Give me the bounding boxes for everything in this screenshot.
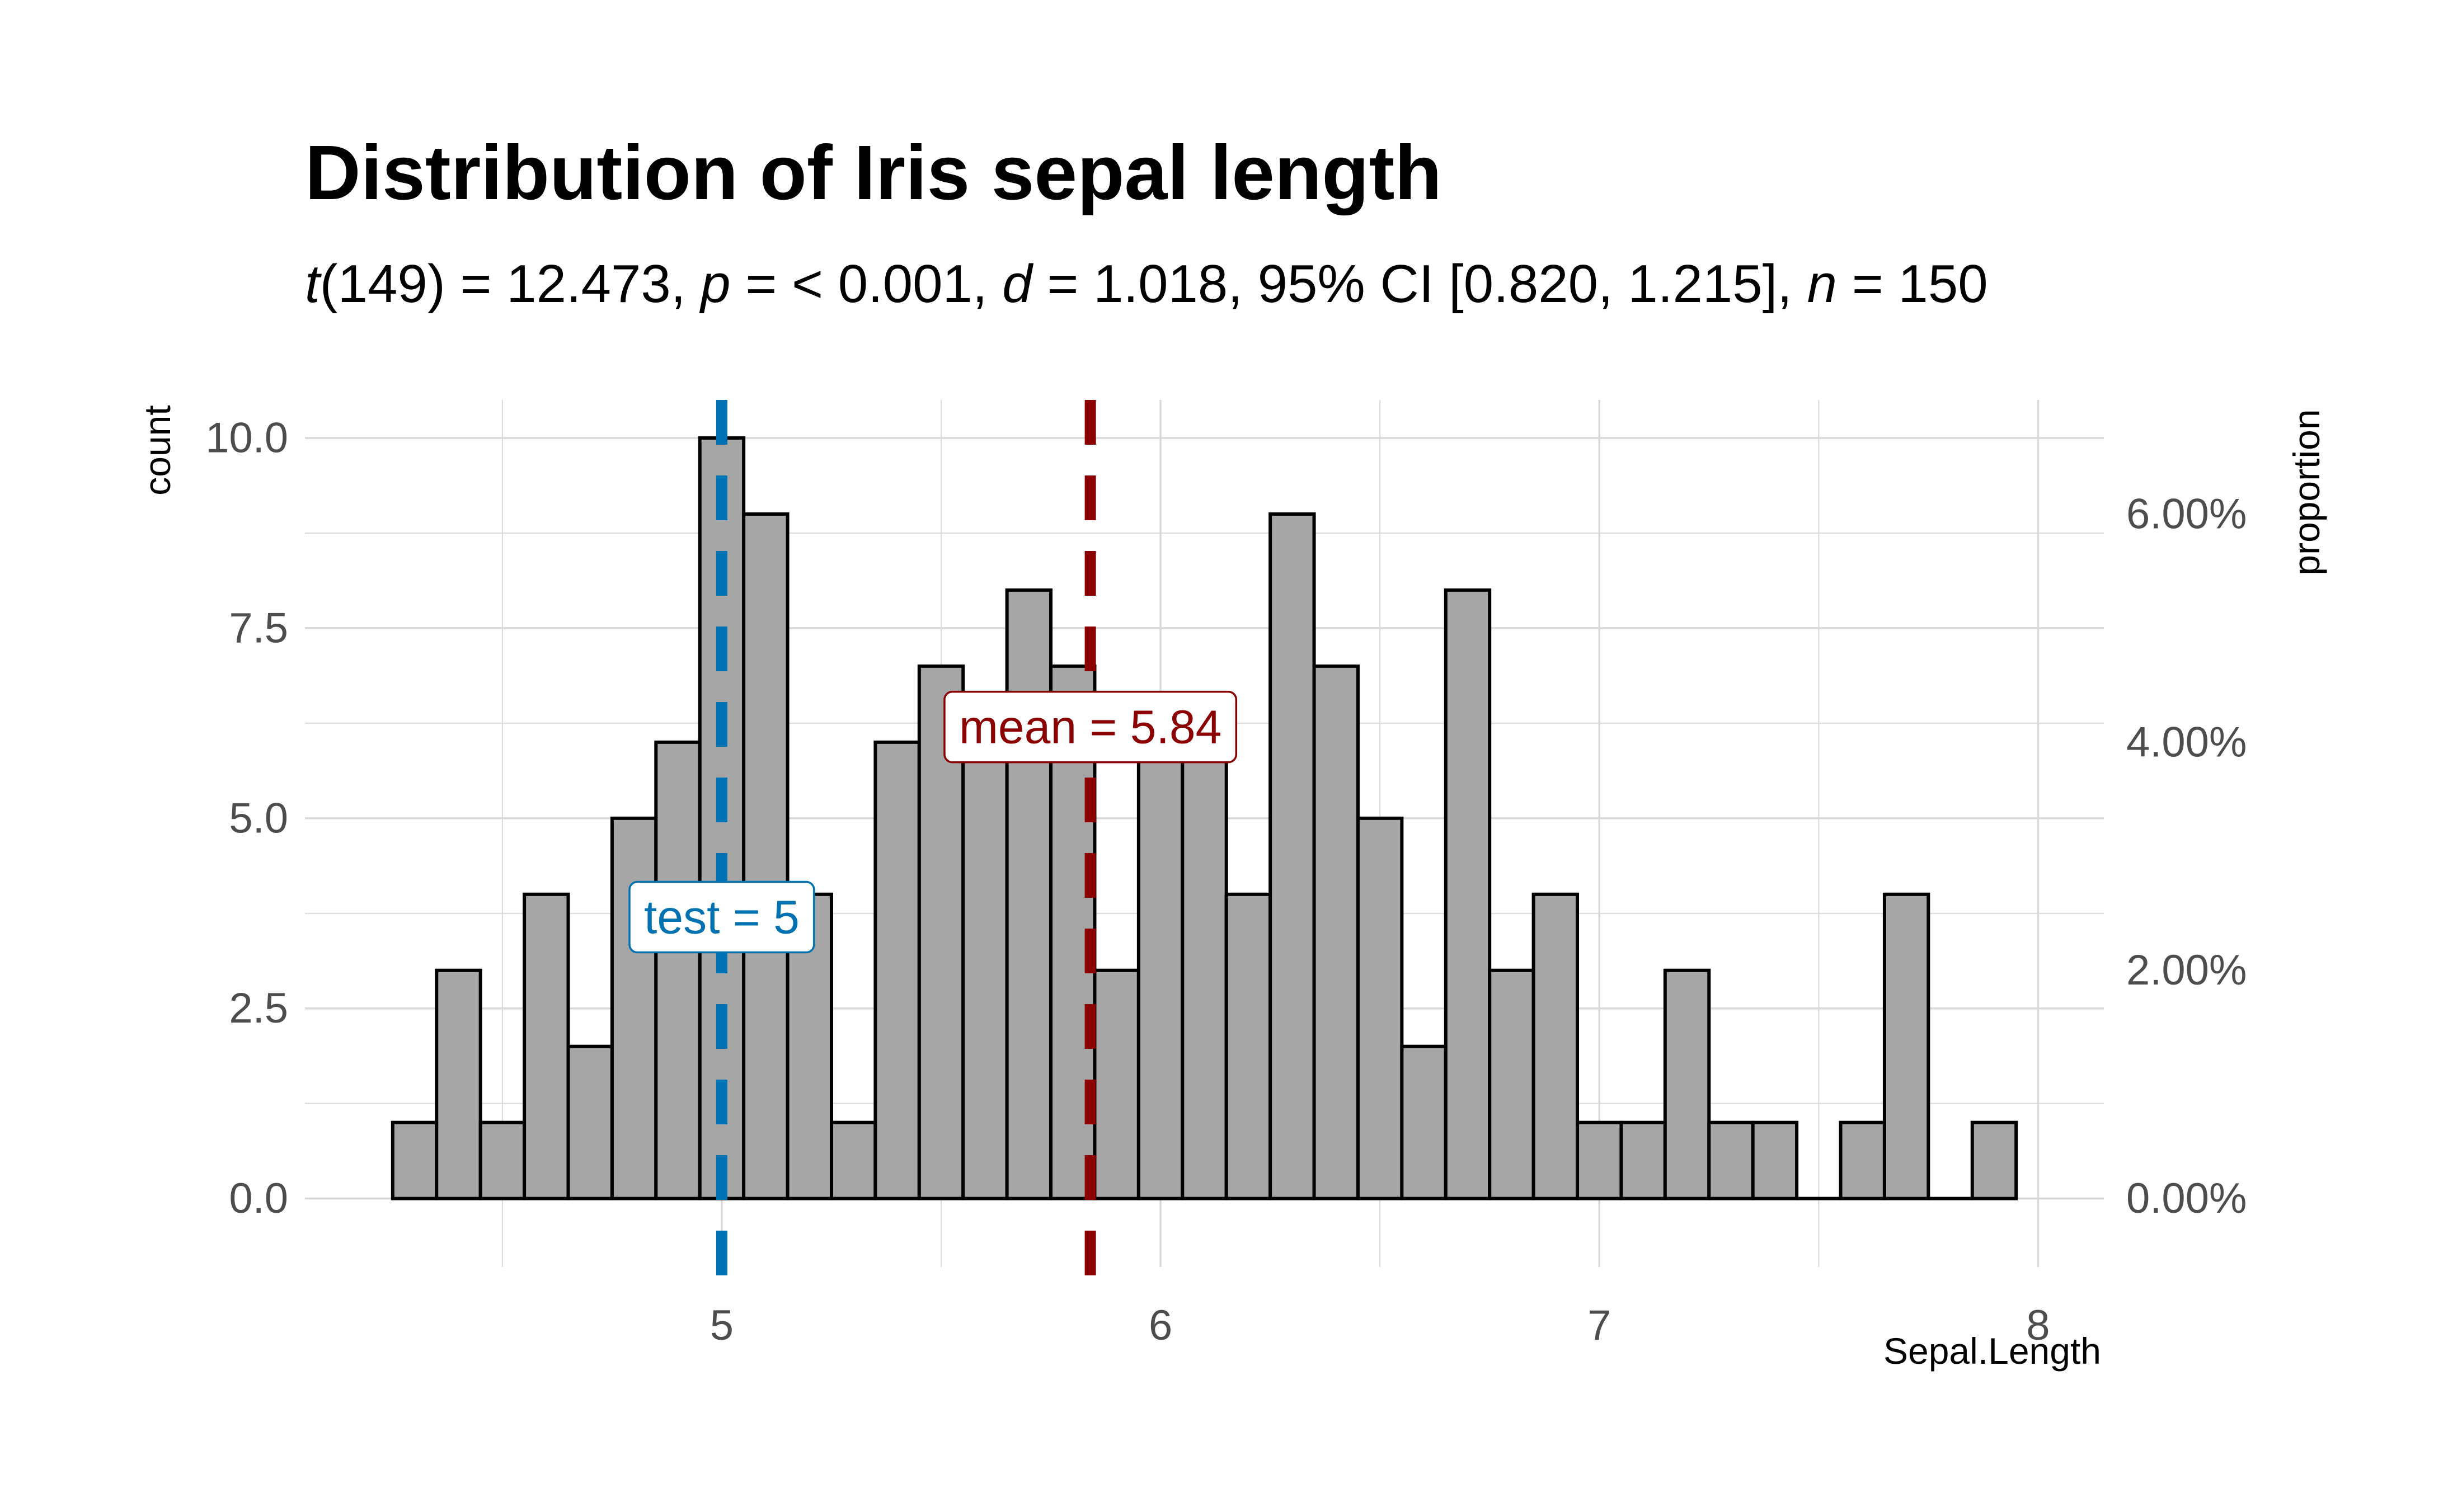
histogram-bar bbox=[1136, 740, 1185, 1200]
histogram-bar bbox=[1093, 968, 1140, 1200]
y2-axis-ticks: 0.00% 2.00% 4.00% 6.00% bbox=[2126, 490, 2247, 1222]
histogram-bar bbox=[873, 740, 921, 1200]
histogram-bar bbox=[1882, 892, 1930, 1200]
histogram-bar bbox=[1268, 512, 1316, 1200]
y2-tick-label: 6.00% bbox=[2126, 490, 2247, 538]
x-tick-label: 6 bbox=[1149, 1302, 1172, 1349]
histogram-bar bbox=[1400, 1044, 1448, 1200]
x-axis-ticks: 5 6 7 8 bbox=[710, 1302, 2050, 1349]
x-tick-label: 8 bbox=[2026, 1302, 2050, 1349]
histogram-bar bbox=[566, 1044, 614, 1200]
test-label-box bbox=[628, 880, 815, 954]
chart-subtitle: t(149) = 12.473, p = < 0.001, d = 1.018,… bbox=[305, 254, 1988, 314]
y-tick-label: 2.5 bbox=[229, 985, 288, 1032]
histogram-bar bbox=[1531, 892, 1580, 1200]
y2-tick-label: 0.00% bbox=[2126, 1175, 2247, 1222]
histogram-bar bbox=[1488, 968, 1535, 1200]
histogram-bar bbox=[1707, 1120, 1755, 1200]
histogram-bar bbox=[1444, 588, 1492, 1200]
histogram-bar bbox=[1005, 588, 1053, 1200]
y-tick-label: 10.0 bbox=[205, 414, 288, 461]
x-tick-label: 5 bbox=[710, 1302, 734, 1349]
subtitle-part: = 150 bbox=[1837, 254, 1988, 314]
histogram-bar bbox=[391, 1120, 439, 1200]
subtitle-part: t bbox=[305, 254, 322, 314]
histogram-bar bbox=[1663, 968, 1711, 1200]
subtitle-part: n bbox=[1807, 254, 1837, 314]
histogram-bar bbox=[1312, 664, 1360, 1200]
histogram-bar bbox=[1970, 1120, 2018, 1200]
histogram-bar bbox=[1751, 1120, 1799, 1200]
subtitle-part: p bbox=[699, 254, 730, 314]
histogram-bar bbox=[961, 740, 1009, 1200]
histogram-bar bbox=[435, 968, 482, 1200]
histogram-bar bbox=[1181, 740, 1228, 1200]
subtitle-part: = 1.018, 95% CI [0.820, 1.215], bbox=[1032, 254, 1807, 314]
histogram-bar bbox=[1224, 892, 1272, 1200]
mean-label: mean = 5.84 bbox=[943, 690, 1238, 764]
histogram-bar bbox=[1839, 1120, 1886, 1200]
histogram-bar bbox=[829, 1120, 877, 1200]
subtitle-part: = < 0.001, bbox=[731, 254, 1003, 314]
histogram-bar bbox=[478, 1120, 527, 1200]
y2-tick-label: 4.00% bbox=[2126, 718, 2247, 766]
y-tick-label: 0.0 bbox=[229, 1175, 288, 1222]
reference-lines: test = 5 mean = 5.84 bbox=[628, 400, 1238, 1303]
y-axis-ticks: 0.0 2.5 5.0 7.5 10.0 bbox=[205, 414, 288, 1222]
chart-title: Distribution of Iris sepal length bbox=[305, 130, 1442, 216]
histogram-bars bbox=[391, 436, 2018, 1200]
histogram-bar bbox=[610, 816, 658, 1200]
histogram-bar bbox=[1576, 1120, 1623, 1200]
mean-label-text: mean = 5.84 bbox=[959, 701, 1221, 753]
histogram-bar bbox=[523, 892, 570, 1200]
x-axis-title: Sepal.Length bbox=[1883, 1330, 2101, 1372]
histogram-bar bbox=[1619, 1120, 1667, 1200]
x-tick-label: 7 bbox=[1587, 1302, 1611, 1349]
mean-label-box bbox=[943, 690, 1238, 764]
y2-axis-title: proportion bbox=[2286, 409, 2327, 575]
y-tick-label: 7.5 bbox=[229, 604, 288, 652]
subtitle-part: (149) = 12.473, bbox=[320, 254, 701, 314]
histogram-bar bbox=[742, 512, 790, 1200]
histogram-bar bbox=[654, 740, 702, 1200]
test-label-text: test = 5 bbox=[644, 891, 800, 944]
histogram-bar bbox=[1356, 816, 1404, 1200]
test-label: test = 5 bbox=[628, 880, 815, 954]
y-axis-title: count bbox=[137, 405, 178, 495]
y2-tick-label: 2.00% bbox=[2126, 946, 2247, 994]
y-tick-label: 5.0 bbox=[229, 794, 288, 842]
subtitle-part: d bbox=[1002, 254, 1033, 314]
